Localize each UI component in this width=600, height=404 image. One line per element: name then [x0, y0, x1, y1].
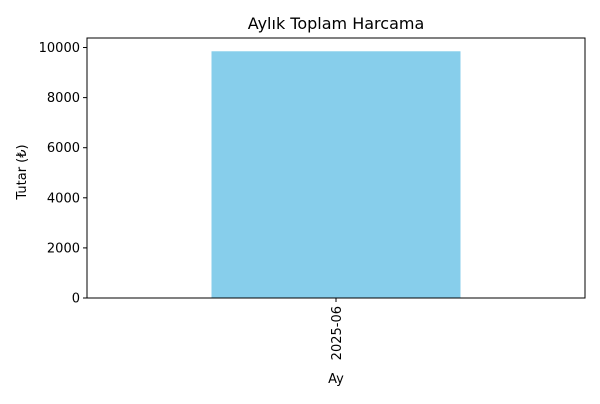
y-tick-label: 2000 — [47, 241, 80, 256]
bar-2025-06 — [211, 51, 461, 298]
x-axis-label: Ay — [328, 372, 344, 387]
y-axis-label: Tutar (₺) — [15, 144, 30, 200]
y-tick-label: 8000 — [47, 91, 80, 106]
plot-area: 0 2000 4000 6000 8000 10000 2025-06 — [39, 37, 586, 360]
y-tick-label: 10000 — [39, 41, 80, 56]
y-tick-label: 0 — [72, 292, 80, 307]
x-tick-label: 2025-06 — [330, 306, 345, 360]
chart-title: Aylık Toplam Harcama — [248, 14, 425, 33]
y-tick-label: 4000 — [47, 191, 80, 206]
y-tick-label: 6000 — [47, 141, 80, 156]
